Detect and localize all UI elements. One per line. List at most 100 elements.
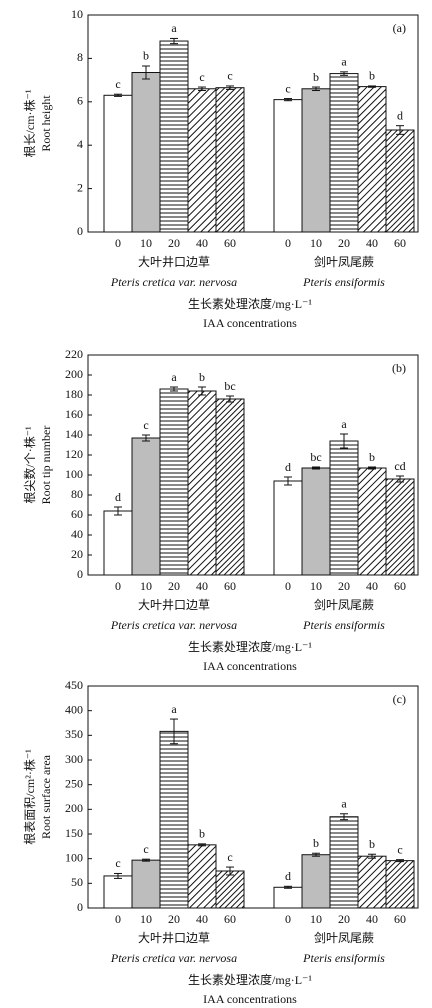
x-tick-label: 0	[285, 912, 291, 926]
x-tick-label: 60	[394, 912, 406, 926]
group-name: 大叶井口边草	[138, 598, 210, 612]
y-tick-label: 140	[65, 427, 83, 441]
x-axis-title: 生长素处理浓度/mg·L⁻¹	[188, 296, 312, 311]
bar	[329, 73, 359, 233]
x-tick-label: 40	[366, 912, 378, 926]
significance-letter: b	[313, 836, 319, 850]
bar	[329, 816, 359, 909]
error-bar	[312, 466, 320, 470]
error-bar	[312, 86, 320, 92]
y-axis-title: 根表面积/cm²·株⁻¹	[22, 749, 37, 845]
bar	[159, 388, 189, 576]
bar	[103, 94, 133, 233]
panel-label: (b)	[392, 361, 406, 375]
error-bar	[284, 885, 292, 889]
significance-letter: d	[285, 460, 291, 474]
y-tick-label: 180	[65, 387, 83, 401]
y-axis-title: 根尖数/个·株⁻¹	[22, 426, 37, 504]
y-tick-label: 120	[65, 447, 83, 461]
bar	[385, 860, 415, 909]
group-name: 大叶井口边草	[138, 931, 210, 945]
x-tick-label: 20	[168, 912, 180, 926]
panel-label: (a)	[393, 21, 406, 35]
y-axis-title: 根长/cm·株⁻¹	[22, 89, 37, 157]
y-tick-label: 8	[77, 50, 83, 64]
y-tick-label: 50	[71, 875, 83, 889]
error-bar	[396, 475, 404, 483]
bar	[273, 480, 303, 576]
significance-letter: bc	[224, 379, 235, 393]
y-tick-label: 20	[71, 547, 83, 561]
error-bar	[368, 85, 376, 88]
bar	[385, 478, 415, 576]
bar	[131, 72, 161, 233]
significance-letter: c	[199, 70, 204, 84]
error-bar	[170, 718, 178, 745]
x-tick-label: 10	[140, 236, 152, 250]
bar	[357, 86, 387, 233]
plot-frame	[87, 14, 419, 233]
group-name: 剑叶凤尾蕨	[314, 930, 374, 945]
x-tick-label: 20	[168, 579, 180, 593]
significance-letter: c	[227, 69, 232, 83]
bar	[357, 855, 387, 909]
x-tick-label: 20	[338, 579, 350, 593]
x-tick-label: 10	[310, 579, 322, 593]
error-bar	[226, 85, 234, 90]
error-bar	[396, 125, 404, 135]
x-tick-label: 20	[338, 912, 350, 926]
significance-letter: c	[115, 77, 120, 91]
bar	[159, 40, 189, 233]
group-latin: Pteris cretica var. nervosa	[110, 275, 237, 289]
x-tick-label: 40	[366, 579, 378, 593]
error-bar	[198, 86, 206, 92]
x-tick-label: 10	[310, 236, 322, 250]
significance-letter: b	[199, 370, 205, 384]
significance-letter: d	[115, 490, 121, 504]
bar	[215, 870, 245, 909]
bar	[131, 859, 161, 909]
x-tick-label: 40	[196, 579, 208, 593]
significance-letter: d	[285, 869, 291, 883]
y-axis-title-en: Root tip number	[39, 426, 53, 505]
error-bar	[396, 859, 404, 863]
y-tick-label: 250	[65, 776, 83, 790]
error-bar	[312, 852, 320, 857]
error-bar	[226, 395, 234, 403]
x-tick-label: 0	[115, 579, 121, 593]
error-bar	[368, 853, 376, 859]
x-tick-label: 60	[224, 236, 236, 250]
y-tick-label: 0	[77, 900, 83, 914]
significance-letter: a	[341, 797, 347, 811]
significance-letter: b	[143, 49, 149, 63]
significance-letter: b	[369, 69, 375, 83]
bar	[103, 875, 133, 909]
bar	[187, 88, 217, 233]
significance-letter: c	[115, 856, 120, 870]
significance-letter: a	[171, 702, 177, 716]
x-axis-title-en: IAA concentrations	[203, 316, 297, 330]
bar	[301, 854, 331, 909]
significance-letter: a	[171, 370, 177, 384]
bar	[273, 886, 303, 909]
significance-letter: b	[369, 450, 375, 464]
y-tick-label: 6	[77, 94, 83, 108]
bar	[301, 88, 331, 233]
group-latin: Pteris ensiformis	[302, 618, 385, 632]
y-tick-label: 200	[65, 801, 83, 815]
x-tick-label: 0	[285, 579, 291, 593]
error-bar	[198, 843, 206, 847]
bar	[159, 730, 189, 909]
bar	[215, 87, 245, 233]
significance-letter: d	[397, 108, 403, 122]
significance-letter: a	[171, 21, 177, 35]
y-tick-label: 450	[65, 678, 83, 692]
group-name: 大叶井口边草	[138, 255, 210, 269]
x-axis-title: 生长素处理浓度/mg·L⁻¹	[188, 639, 312, 654]
error-bar	[340, 813, 348, 821]
y-tick-label: 60	[71, 507, 83, 521]
y-tick-label: 400	[65, 702, 83, 716]
y-tick-label: 4	[77, 137, 83, 151]
x-axis-title-en: IAA concentrations	[203, 659, 297, 673]
bar	[187, 390, 217, 576]
